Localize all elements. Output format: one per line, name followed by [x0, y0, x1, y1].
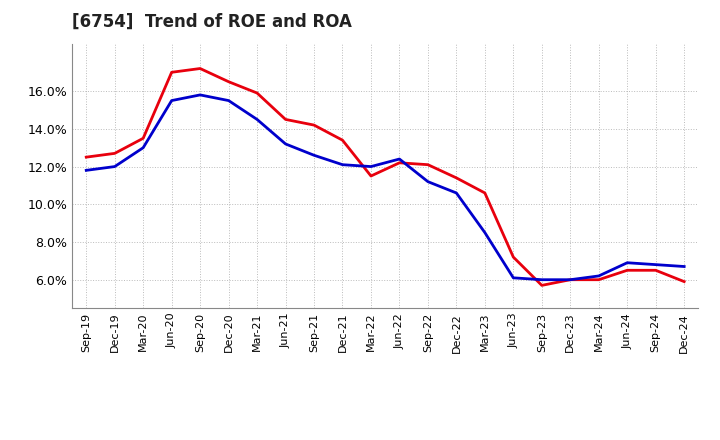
ROA	[623, 260, 631, 265]
ROE	[652, 268, 660, 273]
Text: [6754]  Trend of ROE and ROA: [6754] Trend of ROE and ROA	[72, 13, 352, 31]
ROA	[480, 230, 489, 235]
ROE	[110, 151, 119, 156]
ROE	[480, 191, 489, 196]
ROA	[282, 141, 290, 147]
ROA	[82, 168, 91, 173]
ROE	[595, 277, 603, 282]
ROA	[680, 264, 688, 269]
ROE	[423, 162, 432, 167]
ROE	[680, 279, 688, 284]
ROA	[338, 162, 347, 167]
Line: ROE: ROE	[86, 69, 684, 286]
ROA	[509, 275, 518, 280]
ROA	[423, 179, 432, 184]
ROA	[652, 262, 660, 267]
ROA	[196, 92, 204, 98]
ROE	[310, 122, 318, 128]
ROA	[225, 98, 233, 103]
ROE	[253, 90, 261, 95]
ROA	[110, 164, 119, 169]
ROE	[366, 173, 375, 179]
ROE	[509, 254, 518, 260]
ROA	[537, 277, 546, 282]
ROA	[566, 277, 575, 282]
ROE	[452, 175, 461, 180]
ROA	[595, 273, 603, 279]
Line: ROA: ROA	[86, 95, 684, 280]
ROE	[82, 154, 91, 160]
ROE	[338, 138, 347, 143]
ROA	[253, 117, 261, 122]
ROE	[282, 117, 290, 122]
ROE	[225, 79, 233, 84]
ROA	[167, 98, 176, 103]
ROA	[395, 156, 404, 161]
ROE	[395, 160, 404, 165]
ROA	[310, 153, 318, 158]
ROE	[537, 283, 546, 288]
ROE	[566, 277, 575, 282]
ROA	[366, 164, 375, 169]
ROA	[452, 191, 461, 196]
ROA	[139, 145, 148, 150]
ROE	[623, 268, 631, 273]
ROE	[139, 136, 148, 141]
ROE	[196, 66, 204, 71]
ROE	[167, 70, 176, 75]
